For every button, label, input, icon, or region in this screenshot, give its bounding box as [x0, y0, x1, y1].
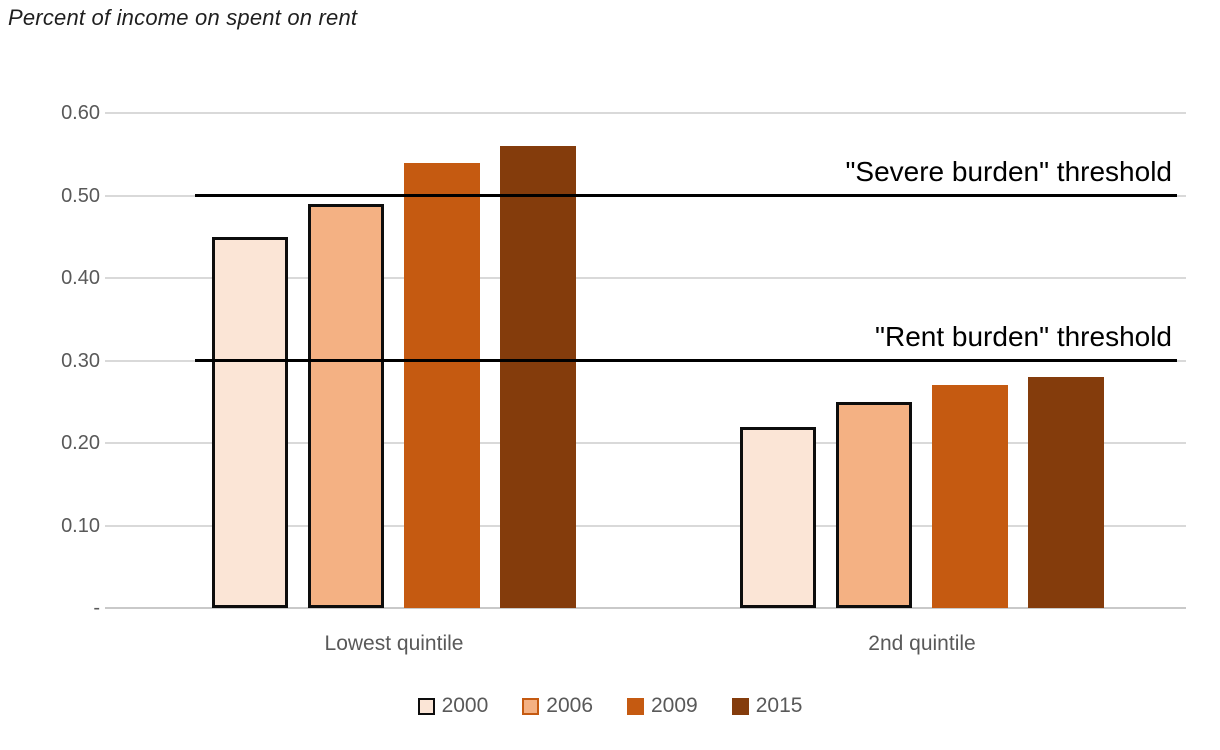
bar-2000-lowest-quintile — [212, 236, 288, 608]
threshold-line — [195, 359, 1177, 362]
legend: 2000 2006 2009 2015 — [0, 690, 1220, 722]
threshold-label: "Rent burden" threshold — [875, 320, 1172, 352]
gridline — [105, 524, 1186, 527]
threshold-label: "Severe burden" threshold — [845, 155, 1172, 187]
legend-item-2015: 2015 — [731, 694, 803, 718]
y-tick-label: 0.20 — [61, 432, 100, 454]
threshold-line — [195, 194, 1177, 197]
legend-label: 2009 — [651, 694, 698, 717]
chart-title: Percent of income on spent on rent — [8, 5, 358, 30]
category-label: 2nd quintile — [868, 632, 976, 655]
gridline — [105, 277, 1186, 279]
y-tick-label: 0.30 — [61, 349, 100, 372]
y-tick-label: 0.10 — [61, 514, 100, 537]
bar-2009-2nd-quintile — [932, 385, 1008, 608]
x-axis-line — [105, 607, 1186, 609]
y-tick-label: 0.50 — [61, 184, 100, 207]
legend-item-2006: 2006 — [522, 694, 593, 718]
bar-2015-lowest-quintile — [500, 146, 576, 608]
legend-item-2009: 2009 — [627, 694, 698, 718]
gridline — [105, 442, 1186, 444]
legend-swatch-2006 — [522, 697, 540, 715]
y-tick-label: 0.40 — [61, 267, 100, 289]
legend-item-2000: 2000 — [417, 694, 489, 718]
legend-swatch-2015 — [731, 697, 749, 715]
bar-2000-2nd-quintile — [740, 426, 816, 608]
bar-2009-lowest-quintile — [404, 162, 480, 608]
legend-label: 2015 — [755, 694, 803, 717]
bar-2006-lowest-quintile — [308, 203, 384, 608]
legend-swatch-2000 — [417, 697, 435, 715]
bar-2015-2nd-quintile — [1028, 377, 1104, 608]
y-tick-label: - — [93, 597, 100, 619]
legend-label: 2006 — [546, 694, 593, 717]
legend-label: 2000 — [441, 694, 489, 717]
legend-swatch-2009 — [627, 697, 644, 715]
category-label: Lowest quintile — [324, 632, 464, 655]
bar-2006-2nd-quintile — [836, 401, 912, 608]
y-tick-label: 0.60 — [61, 102, 100, 124]
gridline — [105, 112, 1186, 114]
